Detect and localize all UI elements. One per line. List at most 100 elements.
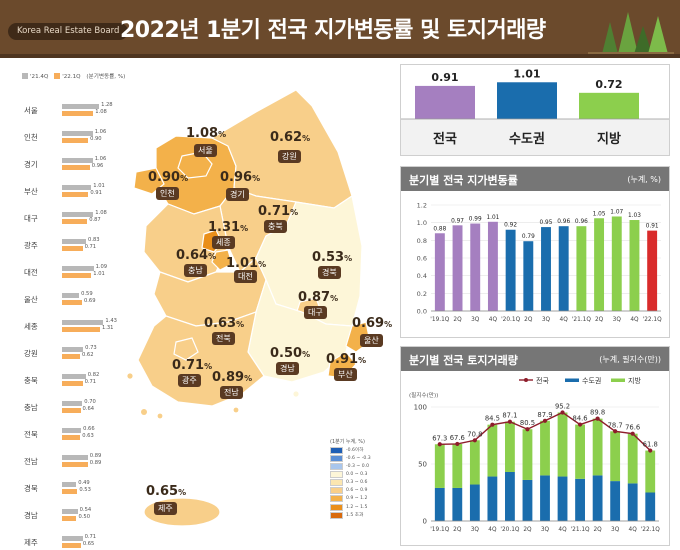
volume-bar-capital [505, 471, 515, 521]
map-tag-gwangju: 광주 [178, 374, 201, 387]
volume-ytick: 0 [423, 518, 427, 526]
volume-xtick: 2Q [593, 527, 602, 533]
volume-total-point [630, 431, 635, 436]
region-row: 전북 0.66 0.63 [24, 422, 124, 449]
summary-bar [497, 82, 557, 119]
scale-label: 0.9 ~ 1.2 [346, 496, 368, 502]
volume-bar-local [487, 424, 498, 477]
volume-bar-capital [627, 483, 638, 521]
scale-row: -0.6이하 [330, 447, 382, 455]
scale-row: 0.3 ~ 0.6 [330, 479, 382, 487]
region-name: 대전 [24, 268, 38, 277]
region-value-curr: 0.50 [78, 514, 91, 520]
volume-ylabel: (필지수(만)) [409, 391, 438, 399]
volume-total-point [613, 429, 618, 434]
change-value-label: 0.92 [504, 223, 517, 229]
change-bar [487, 221, 498, 311]
scale-swatch [330, 511, 343, 519]
header-banner: Korea Real Estate Board 2022년 1분기 전국 지가변… [0, 0, 680, 58]
volume-value-label: 84.6 [573, 415, 588, 423]
region-row: 부산 1.01 0.91 [24, 179, 124, 206]
region-value-curr: 0.90 [90, 136, 102, 142]
legend-prev-label: '21.4Q [30, 74, 49, 80]
summary-value-label: 1.01 [513, 67, 540, 80]
volume-value-label: 89.8 [590, 409, 605, 417]
volume-bar-capital [592, 475, 603, 521]
region-name: 충남 [24, 403, 38, 412]
volume-bar-local [557, 412, 568, 477]
region-bar-prev [62, 104, 100, 109]
map-region-daejeon [211, 249, 233, 271]
map-region-gwangju [173, 337, 199, 361]
volume-value-label: 76.6 [625, 424, 640, 432]
region-name: 경북 [24, 484, 38, 493]
region-row: 경남 0.54 0.50 [24, 503, 124, 530]
scale-row: -0.6 ~ -0.3 [330, 455, 382, 463]
scale-swatch [330, 503, 343, 511]
map-pct-gangwon: 0.62% [270, 130, 311, 145]
region-row: 대구 1.08 0.87 [24, 206, 124, 233]
volume-legend-label: 지방 [628, 376, 641, 385]
change-value-label: 0.79 [522, 234, 535, 240]
change-ytick: 0.2 [417, 290, 427, 298]
volume-total-point [595, 416, 600, 421]
change-ytick: 0.8 [417, 237, 427, 245]
volume-total-point [437, 442, 442, 447]
scale-swatch [330, 495, 343, 503]
region-value-curr: 0.64 [82, 406, 95, 412]
volume-total-point [455, 441, 460, 447]
region-bar-curr [62, 543, 81, 548]
region-row: 충북 0.82 0.71 [24, 368, 124, 395]
map-tag-sejong: 세종 [212, 236, 235, 249]
change-xtick: 4Q [630, 317, 639, 323]
volume-total-point [648, 448, 653, 453]
volume-legend-label: 전국 [536, 376, 549, 385]
scale-label: -0.6이하 [346, 448, 364, 453]
scale-label: 1.2 ~ 1.5 [346, 504, 368, 510]
region-bar-list: 서울 1.28 1.08 인천 1.06 0.90 경기 1.06 0.96 부산 1.01 0.91… [24, 98, 124, 550]
region-bar-curr [62, 273, 92, 278]
map-pct-sejong: 1.31% [208, 220, 249, 235]
change-bar [452, 225, 463, 311]
region-bar-prev [62, 158, 93, 163]
volume-bar-capital [469, 484, 480, 521]
region-bar-curr [62, 489, 78, 494]
map-tag-gyeongnam: 경남 [276, 362, 299, 375]
region-bar-prev [62, 266, 94, 271]
summary-label-strip [401, 119, 669, 155]
map-pct-chungbuk: 0.71% [258, 204, 299, 219]
region-bar-prev [62, 401, 83, 406]
volume-legend-label: 수도권 [582, 377, 601, 385]
region-bar-curr [62, 219, 88, 224]
region-value-prev: 0.82 [87, 372, 100, 378]
volume-bar-local [592, 418, 603, 476]
region-bar-curr [62, 192, 89, 197]
quarterly-change-unit: (누계, %) [627, 175, 661, 184]
region-bar-prev [62, 482, 77, 487]
map-pct-gyeongnam: 0.50% [270, 346, 311, 361]
map-pct-gwangju: 0.71% [172, 358, 213, 373]
region-name: 대구 [24, 214, 38, 223]
region-row: 충남 0.70 0.64 [24, 395, 124, 422]
region-value-curr: 0.87 [89, 217, 101, 223]
change-xtick: 3Q [542, 317, 551, 323]
scale-label: 0.0 ~ 0.3 [346, 472, 368, 478]
volume-bar-local [505, 421, 515, 472]
region-value-prev: 0.66 [83, 426, 95, 432]
region-row: 경북 0.49 0.53 [24, 476, 124, 503]
volume-value-label: 70.8 [467, 430, 482, 438]
change-value-label: 0.99 [469, 217, 482, 223]
map-tag-incheon: 인천 [156, 187, 179, 200]
region-bar-curr [62, 111, 94, 116]
change-ytick: 0.4 [417, 272, 427, 280]
volume-bar-capital [557, 476, 568, 521]
change-xtick: 2Q [595, 317, 604, 323]
region-value-curr: 0.91 [90, 190, 102, 196]
scale-label: 1.5 초과 [346, 512, 364, 518]
map-pct-chungnam: 0.64% [176, 248, 217, 263]
region-value-curr: 0.71 [84, 379, 97, 385]
region-name: 인천 [24, 133, 38, 142]
region-row: 경기 1.06 0.96 [24, 152, 124, 179]
region-row: 인천 1.06 0.90 [24, 125, 124, 152]
